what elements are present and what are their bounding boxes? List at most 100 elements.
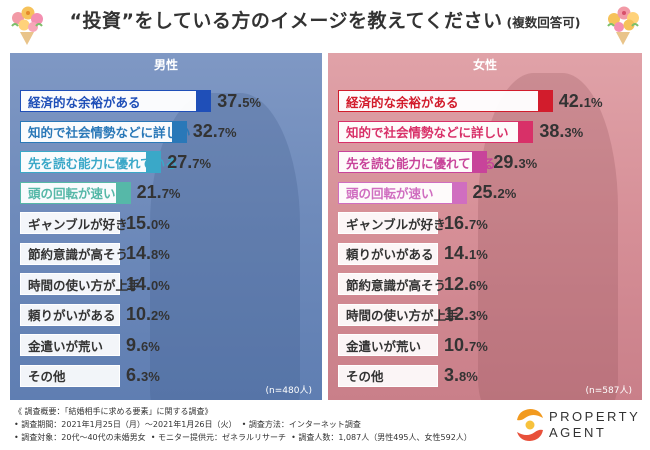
title-note: (複数回答可) <box>506 15 581 30</box>
female-bar: 節約意識が高そう <box>338 273 446 295</box>
survey-target: • 調査対象：20代〜40代の未婚男女 <box>14 433 146 442</box>
male-bar-label: 頭の回転が速い <box>28 186 116 201</box>
female-panel-title: 女性 <box>472 58 497 72</box>
male-bar-label: 先を読む能力に優れている <box>28 155 178 171</box>
male-bar-row: 先を読む能力に優れている 27.7% <box>20 150 211 174</box>
female-bar-row: 頭の回転が速い 25.2% <box>338 181 516 205</box>
male-bar: 時間の使い方が上手 <box>20 273 141 295</box>
male-bar-label: 節約意識が高そう <box>28 247 129 262</box>
female-bar-value: 10.7% <box>444 334 488 355</box>
survey-title: 《 調査概要：「結婚相手に求める要素」に関する調査》 <box>14 407 213 416</box>
male-bar: 金遣いが荒い <box>20 334 120 356</box>
female-bar-label: 時間の使い方が上手 <box>346 308 459 323</box>
male-bar-row: 経済的な余裕がある 37.5% <box>20 89 261 113</box>
male-bar: 節約意識が高そう <box>20 242 128 265</box>
male-bar-label: 知的で社会情勢などに詳しい <box>28 125 191 140</box>
female-bar-value: 12.3% <box>444 304 488 324</box>
male-bar-value: 10.2% <box>126 304 170 324</box>
male-bar-row: 知的で社会情勢などに詳しい 32.7% <box>20 120 237 144</box>
title-main: “投資”をしている方のイメージを教えてください <box>69 10 503 32</box>
male-sample-size: (n=480人) <box>265 386 312 396</box>
female-bar-label: 知的で社会情勢などに詳しい <box>346 125 509 140</box>
female-bar-label: 先を読む能力に優れている <box>346 155 496 171</box>
female-bar-row: その他 3.8% <box>338 364 478 388</box>
female-bar-value: 38.3% <box>539 121 584 141</box>
female-bar-value: 3.8% <box>444 365 478 385</box>
male-bar-value: 37.5% <box>217 90 262 111</box>
female-bar: 知的で社会情勢などに詳しい <box>338 120 534 143</box>
female-bar-label: 頭の回転が速い <box>346 186 434 201</box>
male-bar-label: その他 <box>28 369 66 384</box>
logo-line2: AGENT <box>549 425 607 440</box>
chart-title: “投資”をしている方のイメージを教えてください (複数回答可) <box>0 6 650 33</box>
female-bar-row: 頼りがいがある 14.1% <box>338 242 488 266</box>
flower-bouquet-icon-right <box>607 6 639 45</box>
female-bar-value: 14.1% <box>444 243 488 263</box>
female-bar-label: その他 <box>346 369 384 384</box>
male-panel-title: 男性 <box>153 58 178 72</box>
male-bar-row: 節約意識が高そう 14.8% <box>20 242 170 266</box>
female-bar: ギャンブルが好き <box>338 212 446 234</box>
female-panel: 女性 経済的な余裕がある 42.1% 知的で社会情勢などに詳しい 38.3% 先を読む能… <box>328 53 642 400</box>
survey-method: • 調査方法：インターネット調査 <box>241 420 361 429</box>
male-bar-value: 21.7% <box>136 182 181 202</box>
logo-mark-icon <box>517 409 543 441</box>
male-bar: その他 <box>20 364 120 387</box>
female-bar: 頼りがいがある <box>338 242 438 265</box>
female-bar-value: 12.6% <box>444 273 488 294</box>
male-bar-value: 32.7% <box>192 121 237 141</box>
property-agent-logo: PROPERTY AGENT <box>513 406 643 446</box>
male-bar-value: 14.0% <box>126 273 170 294</box>
female-bar-row: ギャンブルが好き 16.7% <box>338 211 488 235</box>
female-bar-row: 時間の使い方が上手 12.3% <box>338 303 488 327</box>
male-bar-label: 金遣いが荒い <box>28 338 104 354</box>
female-sample-size: (n=587人) <box>585 386 632 396</box>
female-bar-label: 頼りがいがある <box>346 247 434 262</box>
female-bar-row: 節約意識が高そう 12.6% <box>338 272 488 296</box>
female-bar-value: 29.3% <box>493 151 538 172</box>
female-bar-value: 42.1% <box>558 90 603 111</box>
female-bar-row: 知的で社会情勢などに詳しい 38.3% <box>338 120 583 144</box>
survey-overview: 《 調査概要：「結婚相手に求める要素」に関する調査》 • 調査期間：2021年1… <box>14 405 472 444</box>
male-bar-row: 金遣いが荒い 9.6% <box>20 333 160 357</box>
male-photo-silhouette <box>150 93 300 400</box>
male-bar-value: 14.8% <box>126 243 170 263</box>
survey-provider: • モニター提供元：ゼネラルリサーチ <box>150 433 286 442</box>
survey-count: • 調査人数：1,087人（男性495人、女性592人） <box>291 433 472 442</box>
male-bar-row: 時間の使い方が上手 14.0% <box>20 272 170 296</box>
male-bar-value: 9.6% <box>126 334 160 355</box>
logo-line1: PROPERTY <box>549 409 641 424</box>
logo-text: PROPERTY AGENT <box>549 409 640 441</box>
male-bar: 先を読む能力に優れている <box>20 151 178 173</box>
female-bar-label: 金遣いが荒い <box>346 338 422 354</box>
female-bar: その他 <box>338 364 438 387</box>
female-bar-value: 25.2% <box>472 182 517 202</box>
male-bar-value: 15.0% <box>126 212 170 233</box>
female-bar: 経済的な余裕がある <box>338 90 553 112</box>
female-bar-row: 経済的な余裕がある 42.1% <box>338 89 603 113</box>
female-bar-label: 経済的な余裕がある <box>346 94 459 110</box>
male-bar-label: 経済的な余裕がある <box>28 94 141 110</box>
female-bar-row: 金遣いが荒い 10.7% <box>338 333 488 357</box>
male-bar-value: 27.7% <box>167 151 212 172</box>
female-bar: 金遣いが荒い <box>338 334 438 356</box>
male-bar-label: ギャンブルが好き <box>28 216 128 232</box>
male-bar: 頭の回転が速い <box>20 181 131 204</box>
male-bar: 知的で社会情勢などに詳しい <box>20 120 191 143</box>
male-bar: ギャンブルが好き <box>20 212 128 234</box>
male-bar-row: 頼りがいがある 10.2% <box>20 303 170 327</box>
female-bar: 頭の回転が速い <box>338 181 467 204</box>
male-bar-value: 6.3% <box>126 365 160 385</box>
female-bar-value: 16.7% <box>444 212 488 233</box>
male-panel: 男性 経済的な余裕がある 37.5% 知的で社会情勢などに詳しい 32.7% 先を読む能… <box>10 53 322 400</box>
male-bar: 経済的な余裕がある <box>20 90 212 112</box>
flower-bouquet-icon-left <box>11 6 43 45</box>
male-bar-row: ギャンブルが好き 15.0% <box>20 211 170 235</box>
male-bar-label: 時間の使い方が上手 <box>28 277 141 293</box>
male-bar-label: 頼りがいがある <box>28 308 116 323</box>
female-bar: 先を読む能力に優れている <box>338 151 496 173</box>
survey-period: • 調査期間：2021年1月25日（月）〜2021年1月26日（火） <box>14 420 237 429</box>
male-bar-row: その他 6.3% <box>20 364 160 388</box>
male-bar-row: 頭の回転が速い 21.7% <box>20 181 180 205</box>
female-bar-label: ギャンブルが好き <box>346 216 446 232</box>
